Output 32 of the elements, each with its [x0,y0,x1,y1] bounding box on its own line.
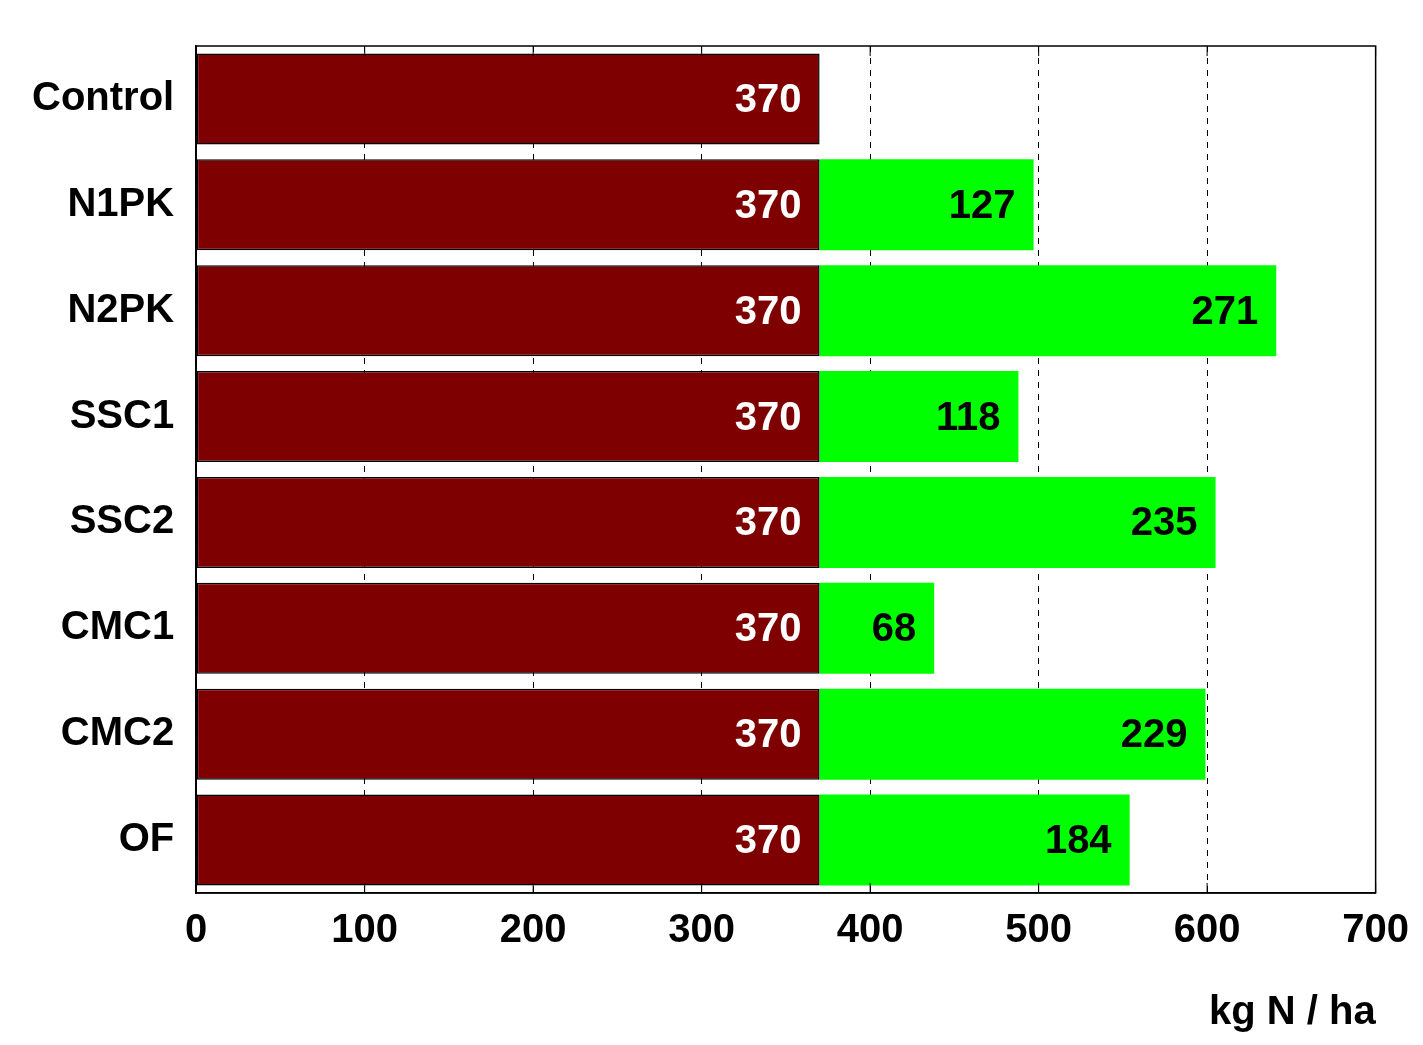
x-tick-label: 500 [1005,906,1073,951]
x-axis-title: kg N / ha [1208,988,1377,1033]
x-tick-label: 100 [331,906,399,951]
x-tick-label: 300 [668,906,736,951]
data-label: 370 [734,711,802,756]
data-label: 370 [734,181,802,226]
x-tick-label: 700 [1342,906,1410,951]
data-label: 184 [1044,817,1113,862]
data-label: 370 [734,499,802,544]
data-label: 370 [734,393,802,438]
data-label: 127 [948,181,1016,226]
y-tick-label: SSC1 [69,391,175,436]
data-label: 271 [1191,287,1259,332]
data-label: 118 [935,393,1001,438]
data-label: 68 [871,605,917,650]
y-tick-label: Control [32,73,175,118]
y-tick-label: CMC1 [60,603,175,648]
data-label: 229 [1120,711,1188,756]
y-tick-label: CMC2 [60,709,175,754]
x-tick-label: 200 [499,906,567,951]
x-tick-label: 600 [1173,906,1241,951]
y-tick-label: SSC2 [69,497,175,542]
y-tick-label: N1PK [67,179,175,224]
y-tick-label: OF [118,815,175,860]
data-label: 370 [734,287,802,332]
x-tick-label: 400 [836,906,904,951]
data-label: 370 [734,75,802,120]
data-label: 370 [734,817,802,862]
y-tick-label: N2PK [67,285,175,330]
data-label: 370 [734,605,802,650]
x-tick-label: 0 [185,906,208,951]
data-label: 235 [1130,499,1198,544]
